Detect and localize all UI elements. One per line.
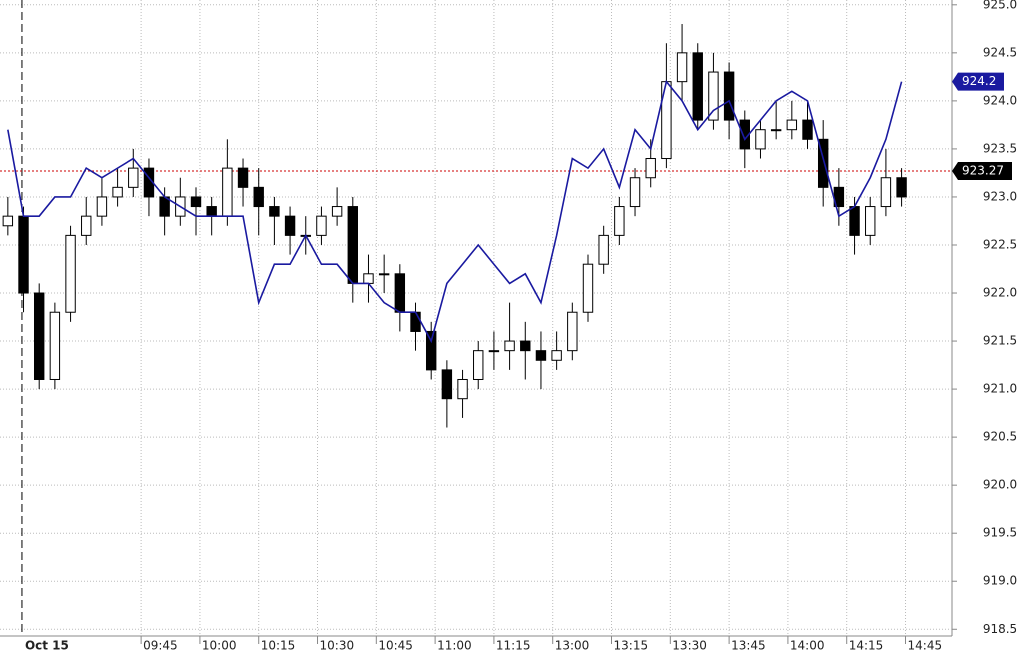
y-tick-label: 921.0 xyxy=(983,382,1017,396)
candle-body xyxy=(582,263,594,313)
candle-body xyxy=(284,215,296,236)
candle-body xyxy=(865,206,876,236)
candle-body xyxy=(269,206,280,217)
candle-body xyxy=(253,186,264,208)
candle-body xyxy=(457,378,468,400)
value-tag-label: 923.27 xyxy=(962,164,1004,178)
y-tick-label: 922.0 xyxy=(983,286,1017,300)
candle-body xyxy=(394,273,406,313)
candle-body xyxy=(473,350,484,380)
x-tick-label: 11:15 xyxy=(496,639,531,653)
x-tick-label: 10:15 xyxy=(261,639,296,653)
candle-body xyxy=(880,177,892,208)
candle-body xyxy=(535,350,547,361)
candle-body xyxy=(237,167,249,188)
candle-body xyxy=(347,206,358,284)
x-tick-label: 11:00 xyxy=(437,639,472,653)
y-tick-label: 921.5 xyxy=(983,334,1017,348)
candle-body xyxy=(504,340,515,352)
y-tick-label: 920.5 xyxy=(983,430,1017,444)
candle-body xyxy=(802,119,813,140)
candle-body xyxy=(755,129,766,150)
y-tick-label: 919.0 xyxy=(983,574,1017,588)
candle-body xyxy=(33,292,45,380)
candle-body xyxy=(645,158,656,179)
y-tick-label: 923.5 xyxy=(983,141,1017,155)
candle-body xyxy=(2,215,14,227)
x-tick-label: 14:15 xyxy=(849,639,884,653)
candle-body xyxy=(49,311,61,380)
candle-body xyxy=(378,273,390,276)
candle-body xyxy=(817,138,829,188)
candle-body xyxy=(692,52,703,121)
candle-body xyxy=(441,369,453,400)
candle-body xyxy=(567,311,578,352)
session-label: Oct 15 xyxy=(25,639,69,653)
candle-body xyxy=(770,129,782,132)
y-tick-label: 918.5 xyxy=(983,622,1017,636)
x-tick-label: 14:45 xyxy=(908,639,943,653)
candle-body xyxy=(849,206,860,236)
x-tick-label: 13:45 xyxy=(731,639,766,653)
candle-body xyxy=(81,215,92,236)
candle-body xyxy=(723,71,735,121)
x-tick-label: 09:45 xyxy=(143,639,178,653)
candle-body xyxy=(708,71,719,121)
value-tag-label: 924.2 xyxy=(962,74,996,88)
y-tick-label: 925.0 xyxy=(983,0,1017,11)
candle-body xyxy=(222,167,233,217)
candle-body xyxy=(331,206,343,217)
y-tick-label: 922.5 xyxy=(983,237,1017,251)
x-tick-label: 14:00 xyxy=(790,639,825,653)
candle-body xyxy=(96,196,108,217)
candle-body xyxy=(676,52,688,83)
candle-body xyxy=(363,273,374,284)
candle-body xyxy=(206,206,217,217)
candle-body xyxy=(18,215,29,294)
y-tick-label: 920.0 xyxy=(983,478,1017,492)
y-tick-label: 924.5 xyxy=(983,45,1017,59)
candle-body xyxy=(410,311,421,332)
candle-body xyxy=(190,196,202,208)
value-tag xyxy=(952,162,1012,181)
x-tick-label: 13:30 xyxy=(672,639,707,653)
candle-body xyxy=(551,350,562,361)
candle-body xyxy=(316,215,327,236)
candle-body xyxy=(488,350,500,353)
candle-body xyxy=(65,234,76,313)
candle-body xyxy=(614,206,625,236)
candle-body xyxy=(425,330,437,371)
value-tag xyxy=(952,72,1004,91)
y-tick-label: 924.0 xyxy=(983,93,1017,107)
candle-body xyxy=(112,186,123,198)
x-tick-label: 13:00 xyxy=(555,639,590,653)
x-tick-label: 10:30 xyxy=(320,639,355,653)
x-tick-label: 13:15 xyxy=(614,639,649,653)
candle-body xyxy=(786,119,798,131)
candle-body xyxy=(629,177,641,208)
line-series xyxy=(7,79,903,344)
y-tick-label: 919.5 xyxy=(983,526,1017,540)
candle-body xyxy=(598,234,609,265)
y-tick-label: 923.0 xyxy=(983,189,1017,203)
candle-body xyxy=(520,340,531,352)
candle-body xyxy=(128,167,139,188)
candle-body xyxy=(896,177,907,198)
x-tick-label: 10:45 xyxy=(378,639,413,653)
x-tick-label: 10:00 xyxy=(202,639,237,653)
